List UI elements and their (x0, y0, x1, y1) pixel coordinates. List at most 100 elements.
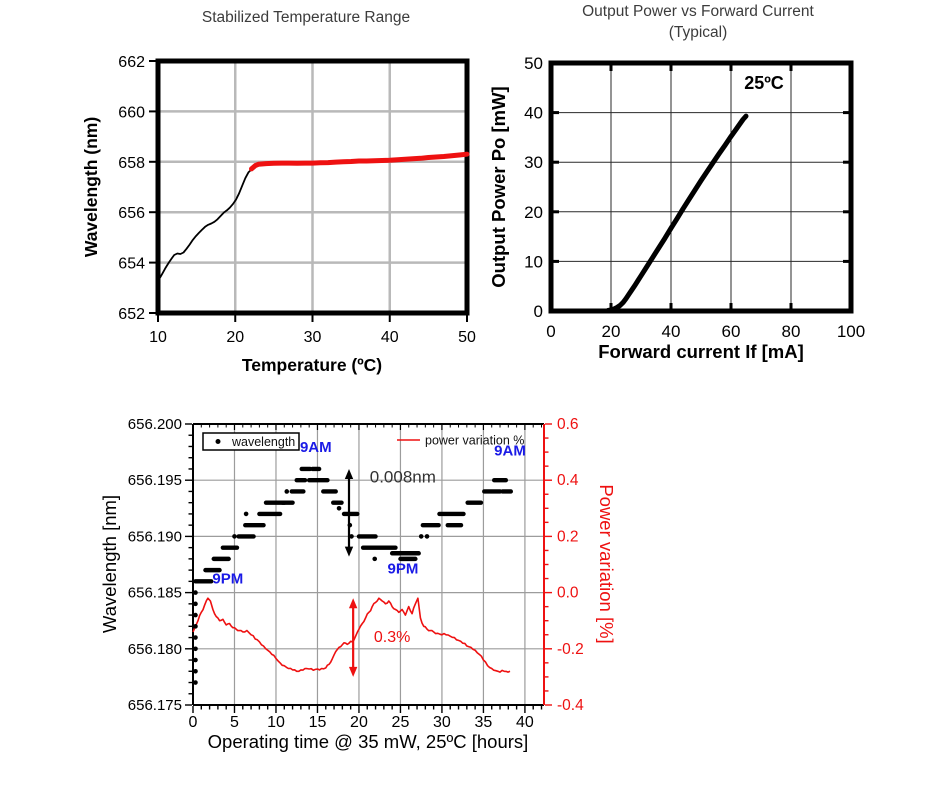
annotation-0008nm: 0.008nm (370, 467, 436, 486)
y-tick-label: 662 (118, 54, 145, 71)
wavelength-dot (193, 680, 198, 685)
inner-tick-bottom (789, 303, 793, 309)
inner-tick-bottom (669, 303, 673, 309)
arrow-head-down (348, 666, 358, 677)
y-right-tick-label: 0.6 (557, 416, 579, 433)
inner-tick-top (609, 65, 613, 71)
series-li-curve (605, 113, 749, 313)
arrow-head-up (348, 598, 358, 609)
annotation-9pm: 9PM (212, 571, 243, 588)
y-tick-label: 10 (524, 252, 543, 271)
x-tick-label: 40 (381, 329, 399, 346)
x-tick-label: 20 (350, 714, 368, 731)
x-tick-label: 20 (602, 322, 621, 341)
y-left-tick-label: 656.180 (128, 641, 182, 658)
x-axis-label: Forward current If [mA] (598, 341, 804, 362)
wavelength-dot (284, 489, 290, 494)
annotation-03: 0.3% (374, 629, 410, 646)
chart-title: Stabilized Temperature Range (202, 9, 410, 26)
x-tick-label: 40 (662, 322, 681, 341)
y-tick-label: 30 (524, 153, 543, 172)
y-tick-label: 656 (118, 205, 145, 222)
x-axis-label: Temperature (ºC) (242, 355, 382, 375)
legend-label-power-variation: power variation % (425, 434, 524, 448)
y-right-axis-label: Power variation [%] (596, 484, 617, 643)
x-tick-label: 80 (782, 322, 801, 341)
y-tick-label: 40 (524, 104, 543, 123)
x-axis-label: Operating time @ 35 mW, 25ºC [hours] (208, 731, 529, 752)
x-tick-label: 5 (230, 714, 239, 731)
chart-subtitle: (Typical) (669, 24, 728, 41)
wavelength-dot (336, 506, 342, 511)
y-right-tick-label: 0.0 (557, 585, 579, 602)
x-tick-label: 30 (304, 329, 322, 346)
x-tick-label: 30 (433, 714, 451, 731)
series-power-variation (192, 597, 511, 673)
inner-tick-right (843, 111, 849, 115)
x-tick-label: 15 (309, 714, 327, 731)
wavelength-dot (193, 646, 198, 652)
inner-tick-right (843, 259, 849, 263)
wavelength-dot (193, 590, 198, 595)
inner-tick-left (553, 210, 559, 214)
y-tick-label: 0 (534, 302, 543, 321)
inner-tick-left (553, 160, 559, 164)
x-tick-label: 100 (837, 322, 865, 341)
x-tick-label: 25 (392, 714, 410, 731)
y-right-tick-label: -0.4 (557, 697, 584, 714)
wavelength-dot (349, 534, 354, 539)
legend-box (202, 432, 300, 451)
wavelength-dot (232, 534, 237, 539)
y-tick-label: 658 (118, 155, 145, 172)
series-unstabilized (157, 168, 253, 282)
y-left-tick-label: 656.195 (128, 472, 182, 489)
y-axis-label: Output Power Po [mW] (488, 86, 509, 287)
legend-label-wavelength: wavelength (231, 435, 295, 449)
arrow-head-down (344, 546, 354, 557)
inner-tick-top (729, 65, 733, 71)
inner-tick-top (669, 65, 673, 71)
series-stabilized (249, 151, 470, 172)
wavelength-dot (193, 624, 198, 629)
plot-frame (548, 60, 854, 314)
y-left-tick-label: 656.175 (128, 697, 182, 714)
inner-tick-right (843, 160, 849, 164)
chart-title: Output Power vs Forward Current (582, 3, 814, 20)
x-tick-label: 50 (458, 329, 476, 346)
wavelength-dot (193, 601, 198, 607)
wavelength-dot (193, 657, 198, 663)
x-tick-label: 20 (226, 329, 244, 346)
arrow-head-up (344, 468, 354, 479)
y-axis-label: Wavelength (nm) (81, 117, 101, 257)
y-left-tick-label: 656.185 (128, 585, 182, 602)
inner-tick-right (843, 210, 849, 214)
y-right-tick-label: 0.4 (557, 472, 579, 489)
inner-tick-bottom (609, 303, 613, 309)
annotation-9pm: 9PM (388, 560, 419, 577)
y-tick-label: 50 (524, 54, 543, 73)
chart-long-term-stability: 0 5 10 15 20 25 30 35 40 656.175 656.180 656.185 656… (99, 416, 617, 752)
wavelength-dot (193, 612, 198, 618)
y-tick-label: 660 (118, 104, 145, 121)
y-left-axis-label: Wavelength [nm] (99, 495, 120, 633)
wavelength-dot (243, 511, 249, 517)
x-tick-label: 0 (546, 322, 555, 341)
y-tick-label: 20 (524, 203, 543, 222)
wavelength-dot (424, 534, 430, 539)
y-right-tick-label: -0.2 (557, 641, 584, 658)
inner-tick-left (553, 259, 559, 263)
annotation-temperature: 25ºC (744, 73, 784, 93)
y-left-tick-label: 656.200 (128, 416, 182, 433)
inner-tick-bottom (729, 303, 733, 309)
inner-tick-top (789, 65, 793, 71)
wavelength-dot (372, 556, 378, 562)
wavelength-dot (418, 534, 424, 539)
wavelength-dot (193, 668, 198, 674)
y-right-tick-label: 0.2 (557, 528, 579, 545)
plot-frame (155, 58, 470, 316)
x-tick-label: 10 (267, 714, 285, 731)
chart-stabilized-temperature-range: 10 20 30 40 50 652 654 656 658 660 662 Stabilized T… (81, 9, 476, 375)
annotation-9am: 9AM (494, 442, 526, 459)
